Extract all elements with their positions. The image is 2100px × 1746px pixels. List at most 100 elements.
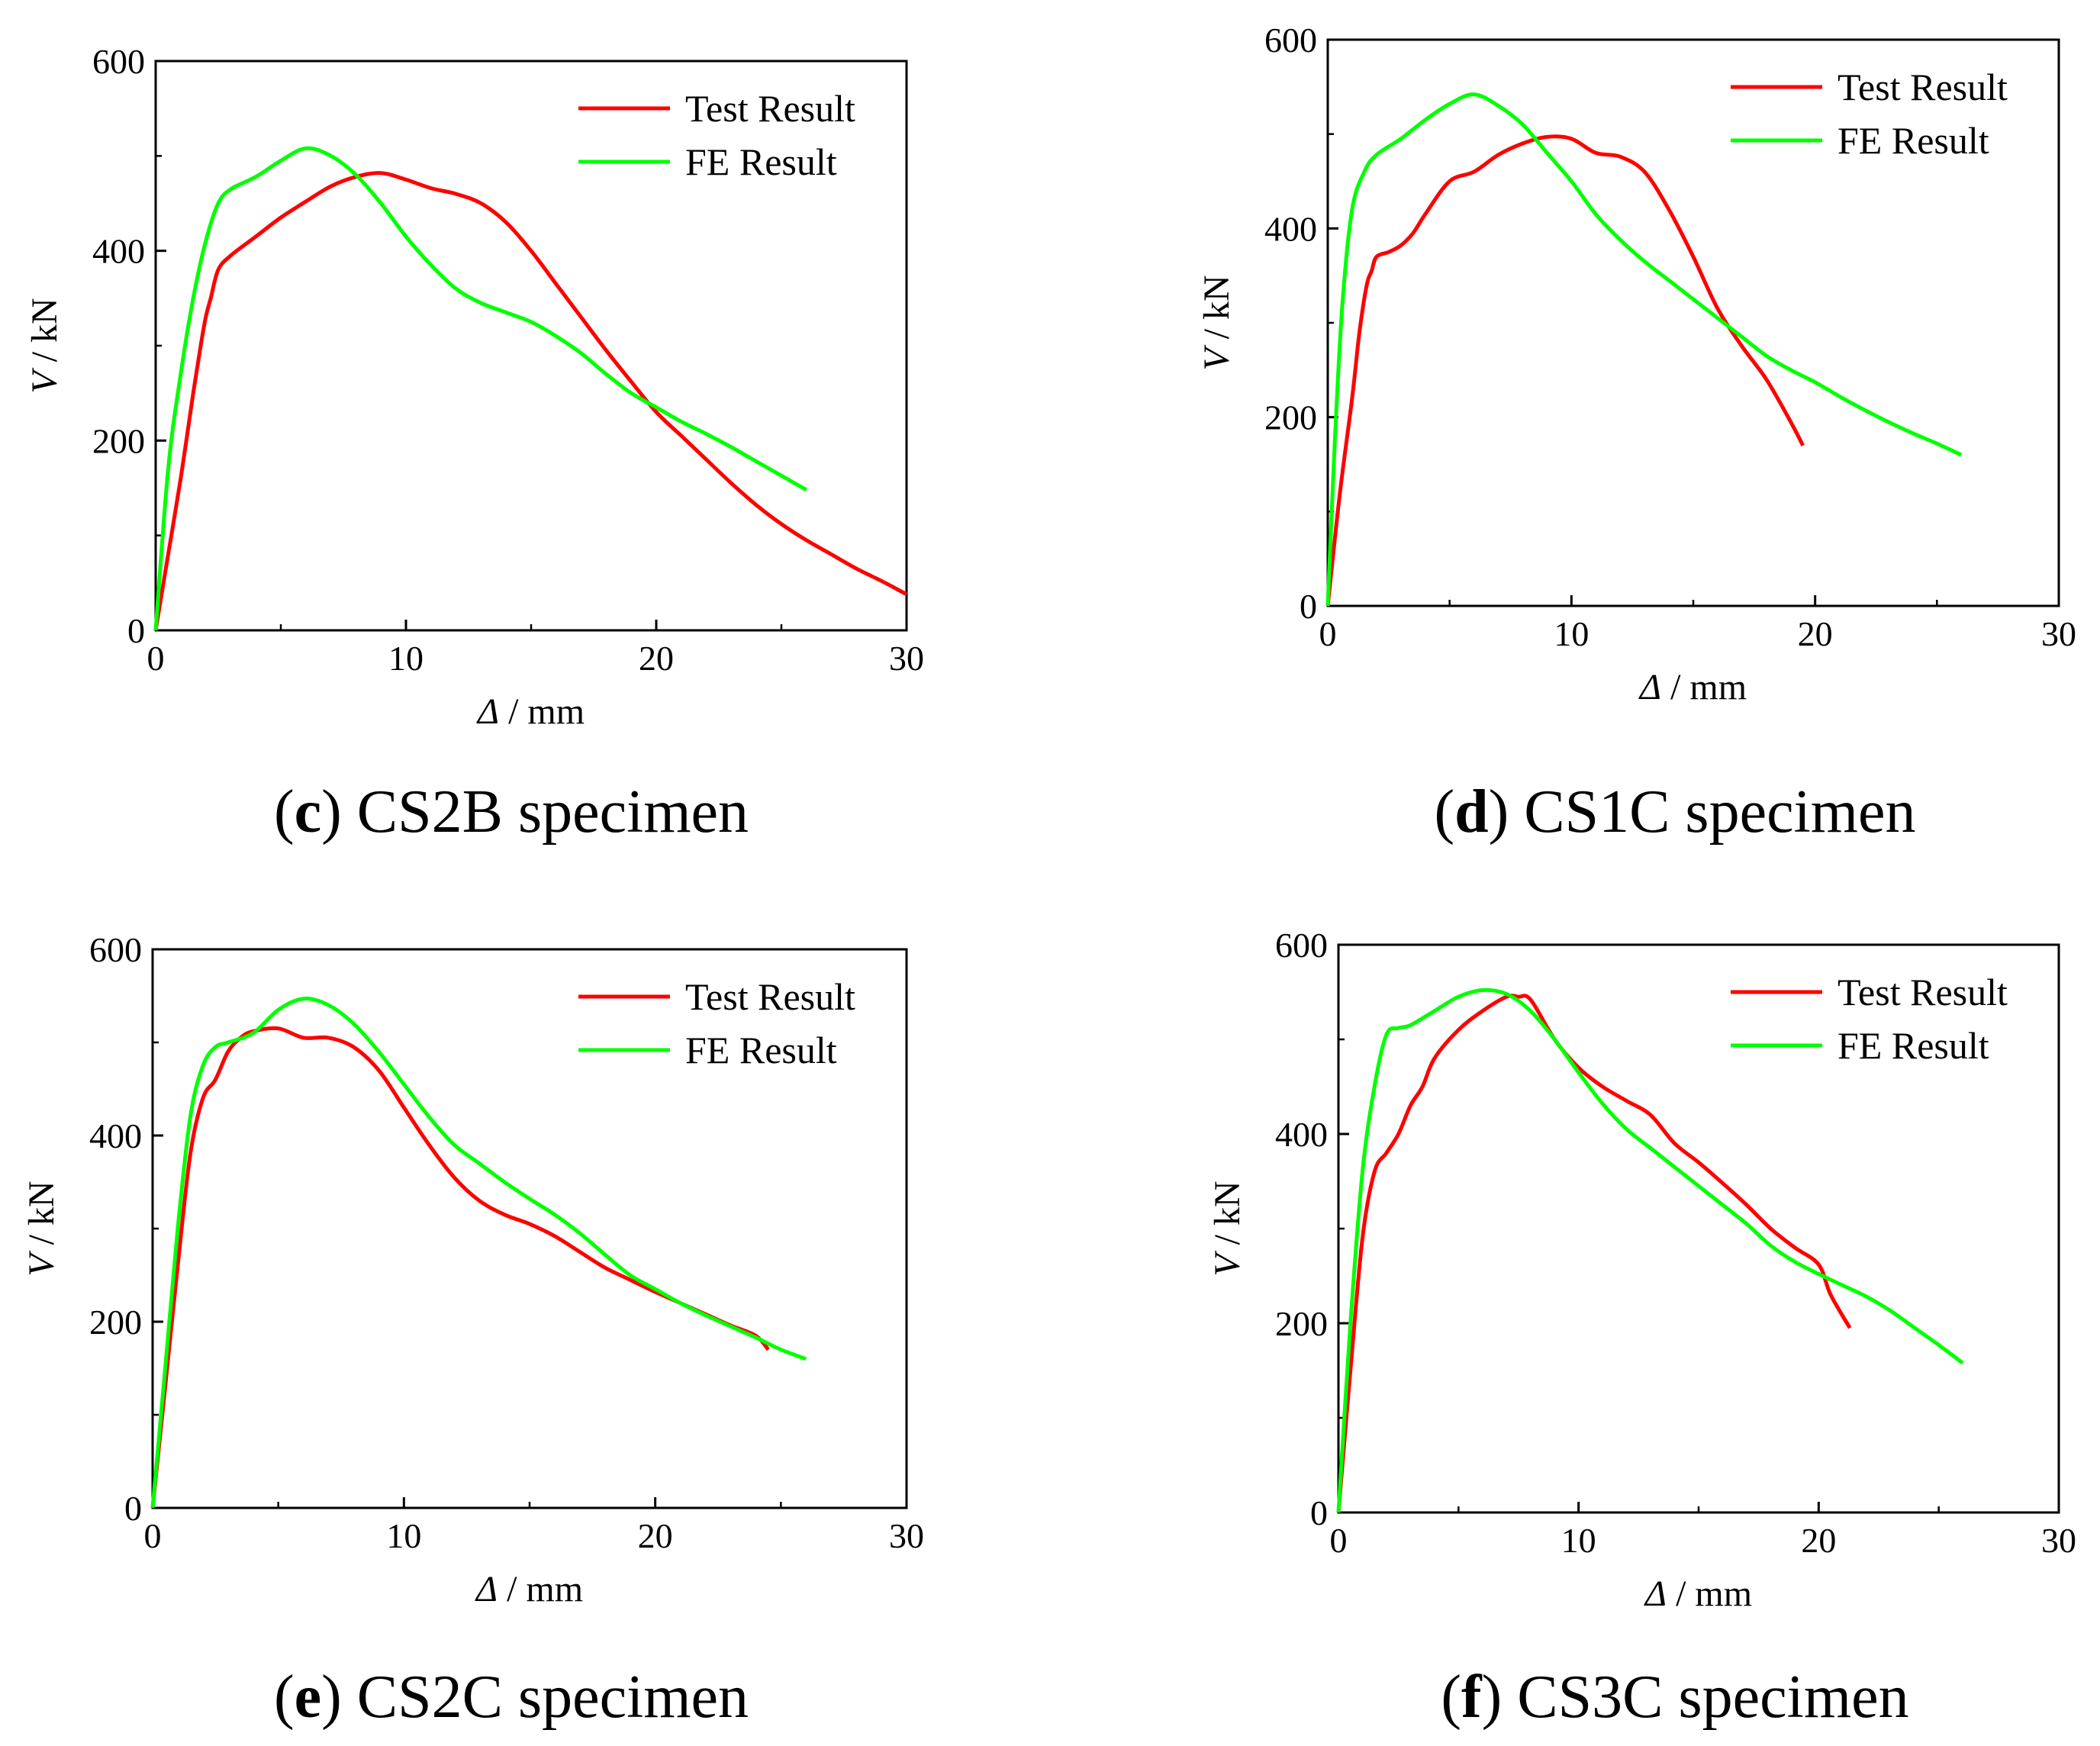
legend-label-test-result: Test Result bbox=[685, 975, 855, 1018]
series-line-test-result bbox=[153, 171, 908, 631]
x-axis-symbol: Δ bbox=[476, 691, 499, 732]
y-axis-symbol: V bbox=[24, 368, 65, 394]
caption-letter: c bbox=[295, 778, 322, 846]
chart-panel-e: 0 10 20 30 0 200 400 600 Δ / mm V / kN Test Result FE… bbox=[21, 930, 924, 1731]
caption-paren-close: ) bbox=[1489, 778, 1525, 846]
y-axis-unit: / kN bbox=[1207, 1181, 1248, 1245]
y-axis-unit: / kN bbox=[24, 298, 65, 362]
panel-caption: (e) CS2C specimen bbox=[274, 1664, 749, 1731]
series-line-test-result bbox=[150, 1026, 770, 1509]
panel-caption: (d) CS1C specimen bbox=[1434, 778, 1915, 846]
y-axis-label: V / kN bbox=[21, 1181, 62, 1276]
x-axis-symbol: Δ bbox=[1644, 1574, 1667, 1614]
caption-paren-close: ) bbox=[321, 778, 357, 846]
series-line-fe-result bbox=[153, 146, 808, 631]
chart-panel-c: 0 10 20 30 0 200 400 600 Δ / mm V / kN Test Result FE… bbox=[24, 42, 924, 846]
caption-text: CS2C specimen bbox=[357, 1664, 749, 1731]
series-line-fe-result bbox=[150, 997, 807, 1509]
chart-panel-d: 0 10 20 30 0 200 400 600 Δ / mm V / kN Test Result FE… bbox=[1197, 21, 2076, 846]
series-line-test-result bbox=[1325, 134, 1805, 607]
x-tick-label: 20 bbox=[1801, 1521, 1836, 1560]
x-axis-label: Δ / mm bbox=[475, 1569, 583, 1609]
x-axis-symbol: Δ bbox=[1638, 667, 1661, 707]
y-tick-label: 400 bbox=[92, 232, 145, 271]
x-axis-unit: / mm bbox=[1670, 667, 1747, 707]
y-axis-label: V / kN bbox=[24, 298, 65, 393]
x-axis-unit: / mm bbox=[508, 691, 585, 732]
caption-text: CS3C specimen bbox=[1517, 1664, 1908, 1731]
x-tick-label: 20 bbox=[639, 639, 674, 678]
x-tick-label: 10 bbox=[386, 1516, 421, 1555]
caption-text: CS2B specimen bbox=[357, 778, 749, 846]
x-tick-label: 0 bbox=[144, 1516, 162, 1555]
y-tick-label: 200 bbox=[1275, 1304, 1328, 1343]
legend: Test Result FE Result bbox=[1731, 971, 2008, 1067]
y-axis-symbol: V bbox=[1197, 345, 1237, 371]
x-tick-label: 20 bbox=[1798, 614, 1833, 653]
y-axis-symbol: V bbox=[21, 1251, 62, 1277]
x-axis-unit: / mm bbox=[1676, 1574, 1752, 1614]
x-axis-label: Δ / mm bbox=[1638, 667, 1747, 707]
x-tick-label: 0 bbox=[1330, 1521, 1348, 1560]
y-tick-label: 600 bbox=[89, 930, 142, 969]
x-tick-label: 30 bbox=[889, 1516, 924, 1555]
x-axis-unit: / mm bbox=[507, 1569, 583, 1609]
y-tick-label: 0 bbox=[124, 1489, 142, 1528]
y-tick-label: 0 bbox=[1300, 587, 1317, 626]
caption-paren-open: ( bbox=[274, 778, 295, 846]
y-axis-label: V / kN bbox=[1207, 1181, 1248, 1276]
y-tick-label: 0 bbox=[127, 611, 145, 650]
panel-caption: (f) CS3C specimen bbox=[1441, 1664, 1908, 1731]
y-axis-unit: / kN bbox=[21, 1181, 62, 1245]
caption-text: CS1C specimen bbox=[1524, 778, 1915, 846]
y-axis-symbol: V bbox=[1207, 1251, 1248, 1277]
y-tick-label: 600 bbox=[92, 42, 145, 81]
legend-label-fe-result: FE Result bbox=[685, 1029, 837, 1071]
caption-paren-open: ( bbox=[1434, 778, 1454, 846]
y-tick-label: 200 bbox=[1264, 398, 1317, 437]
x-tick-label: 10 bbox=[1554, 614, 1589, 653]
legend-label-fe-result: FE Result bbox=[1838, 119, 1989, 162]
series-line-fe-result bbox=[1336, 987, 1964, 1513]
caption-paren-open: ( bbox=[274, 1664, 295, 1731]
y-axis-unit: / kN bbox=[1197, 275, 1237, 339]
legend: Test Result FE Result bbox=[1731, 66, 2008, 162]
x-tick-label: 30 bbox=[2041, 1521, 2076, 1560]
caption-paren-close: ) bbox=[321, 1664, 357, 1731]
chart-panel-f: 0 10 20 30 0 200 400 600 Δ / mm V / kN Test Result FE… bbox=[1207, 926, 2076, 1731]
x-tick-label: 20 bbox=[638, 1516, 673, 1555]
x-axis-symbol: Δ bbox=[475, 1569, 498, 1609]
legend-label-test-result: Test Result bbox=[685, 87, 855, 130]
y-tick-label: 600 bbox=[1275, 926, 1328, 965]
y-tick-label: 600 bbox=[1264, 21, 1317, 60]
caption-paren-open: ( bbox=[1441, 1664, 1461, 1731]
caption-letter: f bbox=[1461, 1664, 1483, 1731]
legend-label-fe-result: FE Result bbox=[1838, 1024, 1989, 1067]
y-tick-label: 0 bbox=[1310, 1493, 1328, 1532]
x-axis-label: Δ / mm bbox=[1644, 1574, 1752, 1614]
series-line-test-result bbox=[1336, 994, 1852, 1513]
legend: Test Result FE Result bbox=[578, 87, 855, 183]
x-tick-label: 30 bbox=[2041, 614, 2076, 653]
panel-caption: (c) CS2B specimen bbox=[274, 778, 749, 846]
caption-letter: e bbox=[295, 1664, 322, 1731]
x-tick-label: 10 bbox=[1561, 1521, 1596, 1560]
x-axis-label: Δ / mm bbox=[476, 691, 585, 732]
x-tick-label: 30 bbox=[889, 639, 924, 678]
legend-label-fe-result: FE Result bbox=[685, 140, 837, 183]
y-tick-label: 400 bbox=[1264, 209, 1317, 248]
y-tick-label: 400 bbox=[1275, 1115, 1328, 1154]
x-tick-label: 0 bbox=[147, 639, 165, 678]
x-tick-label: 10 bbox=[388, 639, 424, 678]
legend: Test Result FE Result bbox=[578, 975, 855, 1071]
y-axis-label: V / kN bbox=[1197, 275, 1237, 370]
y-tick-label: 200 bbox=[92, 421, 145, 460]
y-tick-label: 400 bbox=[89, 1116, 142, 1155]
legend-label-test-result: Test Result bbox=[1838, 66, 2008, 108]
caption-letter: d bbox=[1454, 778, 1489, 846]
x-tick-label: 0 bbox=[1319, 614, 1337, 653]
y-tick-label: 200 bbox=[89, 1303, 142, 1342]
caption-paren-close: ) bbox=[1482, 1664, 1518, 1731]
